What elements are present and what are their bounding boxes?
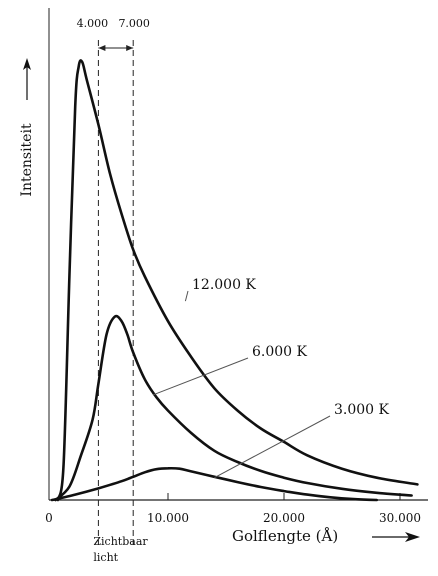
series-curves [50, 59, 419, 502]
series-leader-line [152, 357, 249, 396]
series-leader-line [214, 415, 331, 479]
series-line-3-000-k [50, 466, 379, 502]
x-tick-label: 30.000 [379, 511, 421, 525]
x-ticks: 0 10.000 20.000 30.000 [45, 493, 421, 525]
series-label: 3.000 K [334, 402, 390, 418]
x-axis-arrow-icon [372, 532, 420, 542]
visible-light-label-line2: licht [93, 551, 118, 564]
visible-band: 4.000 7.000 Zichtbaar licht [77, 17, 150, 564]
band-to-label: 7.000 [118, 17, 150, 30]
series-labels: 12.000 K 6.000 K 3.000 K [152, 277, 390, 479]
series-label: 6.000 K [252, 344, 308, 360]
series-label: 12.000 K [192, 277, 256, 293]
x-tick-label: 0 [45, 511, 53, 525]
x-tick-label: 10.000 [147, 511, 189, 525]
band-arrow-right-icon [126, 45, 134, 51]
series-line-6-000-k [54, 314, 413, 502]
series-line-12-000-k [56, 59, 419, 502]
x-tick-label: 20.000 [263, 511, 305, 525]
x-axis-label: Golflengte (Å) [232, 527, 338, 545]
band-arrow-left-icon [98, 45, 106, 51]
y-axis-arrow-icon [23, 58, 31, 100]
band-from-label: 4.000 [77, 17, 109, 30]
y-axis-label: Intensiteit [19, 123, 35, 197]
series-leader-line [184, 290, 189, 302]
visible-light-label-line1: Zichtbaar [93, 535, 148, 548]
